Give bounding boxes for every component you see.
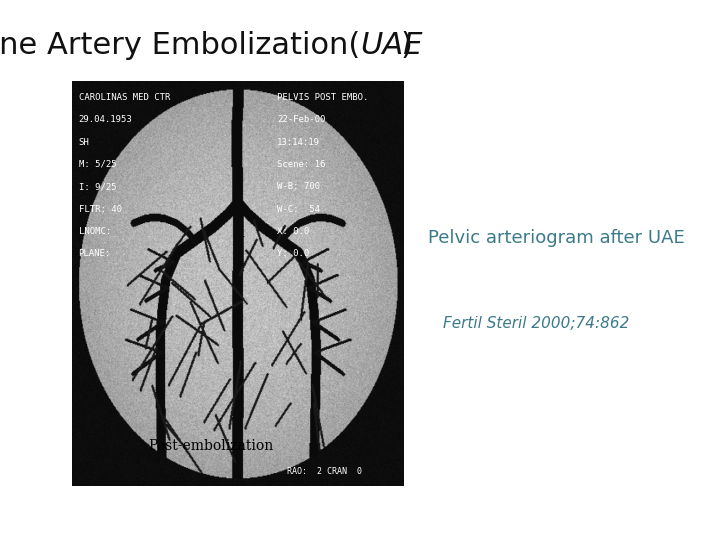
Text: Scene: 16: Scene: 16 — [277, 160, 325, 169]
Text: SH: SH — [78, 138, 89, 147]
Text: Fertil Steril 2000;74:862: Fertil Steril 2000;74:862 — [443, 316, 629, 332]
Text: Y: 0.0: Y: 0.0 — [277, 249, 310, 258]
Text: 13:14:19: 13:14:19 — [277, 138, 320, 147]
Text: X: 0.0: X: 0.0 — [277, 227, 310, 236]
Text: LNOMC:: LNOMC: — [78, 227, 111, 236]
Text: PELVIS POST EMBO.: PELVIS POST EMBO. — [277, 93, 369, 102]
Text: UAE: UAE — [360, 31, 423, 60]
Text: 29.04.1953: 29.04.1953 — [78, 116, 132, 124]
Text: Uterine Artery Embolization(: Uterine Artery Embolization( — [0, 31, 360, 60]
Text: RAO:  2 CRAN  0: RAO: 2 CRAN 0 — [287, 467, 362, 476]
Text: ): ) — [401, 31, 413, 60]
Text: Pelvic arteriogram after UAE: Pelvic arteriogram after UAE — [428, 228, 685, 247]
Text: M: 5/25: M: 5/25 — [78, 160, 116, 169]
Text: W-B: 700: W-B: 700 — [277, 183, 320, 191]
Text: I: 9/25: I: 9/25 — [78, 183, 116, 191]
Text: W-C:  54: W-C: 54 — [277, 205, 320, 213]
Text: CAROLINAS MED CTR: CAROLINAS MED CTR — [78, 93, 170, 102]
Text: FLTR: 40: FLTR: 40 — [78, 205, 122, 213]
Text: 22-Feb-00: 22-Feb-00 — [277, 116, 325, 124]
Text: PLANE:: PLANE: — [78, 249, 111, 258]
Text: Post-embolization: Post-embolization — [148, 438, 274, 453]
